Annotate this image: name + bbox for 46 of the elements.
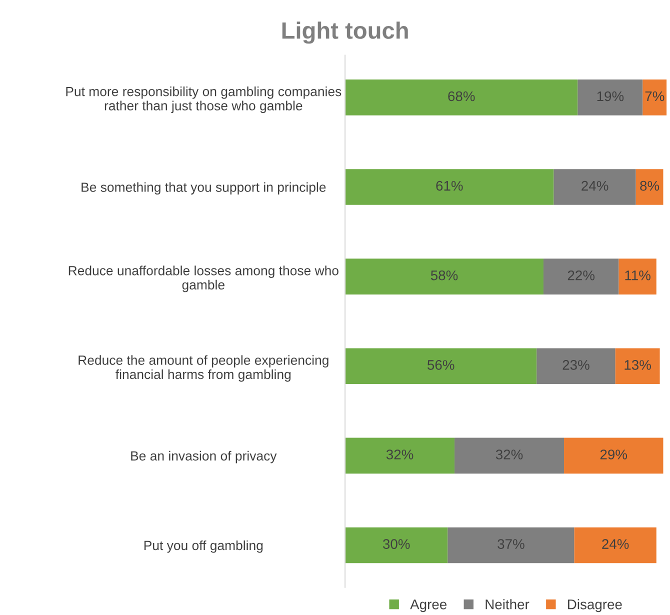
chart-title: Light touch: [282, 22, 408, 44]
bar: [564, 438, 664, 474]
y-tick-label: Reduce the amount of people experiencing financial harms from gambling: [78, 355, 328, 382]
y-tick-label: Be something that you support in principle: [82, 182, 326, 195]
data-label: 29%: [600, 450, 628, 460]
data-label: 19%: [597, 91, 624, 102]
bar: [578, 80, 643, 116]
data-label: 58%: [430, 270, 458, 280]
data-label: 11%: [625, 270, 650, 280]
bar: [345, 438, 455, 474]
y-tick-label: Be an invasion of privacy: [131, 450, 277, 464]
y-tick-label: Put more responsibility on gambling companies rather than just those who gamble: [66, 86, 342, 114]
bar: [345, 348, 537, 384]
bar: [345, 80, 578, 116]
bar: [536, 348, 616, 384]
data-label: 22%: [568, 270, 595, 280]
data-label: 32%: [496, 450, 523, 460]
data-label: 24%: [582, 180, 608, 191]
bar: [448, 527, 574, 564]
bar: [574, 527, 656, 564]
bar: [345, 527, 448, 564]
data-label: 24%: [602, 539, 629, 549]
bar: [345, 169, 554, 205]
bar: [454, 438, 564, 474]
bar: [543, 258, 619, 294]
bar: [642, 80, 667, 116]
data-label: 68%: [448, 91, 475, 102]
y-tick-label: Reduce unaffordable losses among those who gamble: [68, 266, 338, 292]
bar: [345, 258, 544, 294]
data-label: 13%: [624, 360, 651, 370]
data-label: 8%: [640, 180, 660, 191]
data-label: 56%: [428, 360, 454, 370]
data-label: 61%: [436, 180, 463, 191]
data-label: 37%: [498, 539, 524, 549]
data-label: 23%: [562, 360, 590, 370]
data-label: 32%: [386, 450, 414, 460]
bar: [618, 258, 656, 294]
bar: [636, 169, 664, 205]
data-label: 30%: [383, 539, 410, 549]
bar: [554, 169, 636, 205]
legend-label: Disagree: [568, 599, 622, 612]
legend-label: Agree: [410, 600, 447, 612]
y-tick-label: Put you off gambling: [144, 540, 263, 553]
data-label: 7%: [645, 91, 664, 102]
legend-label: Neither: [486, 599, 530, 610]
bar: [615, 348, 660, 384]
